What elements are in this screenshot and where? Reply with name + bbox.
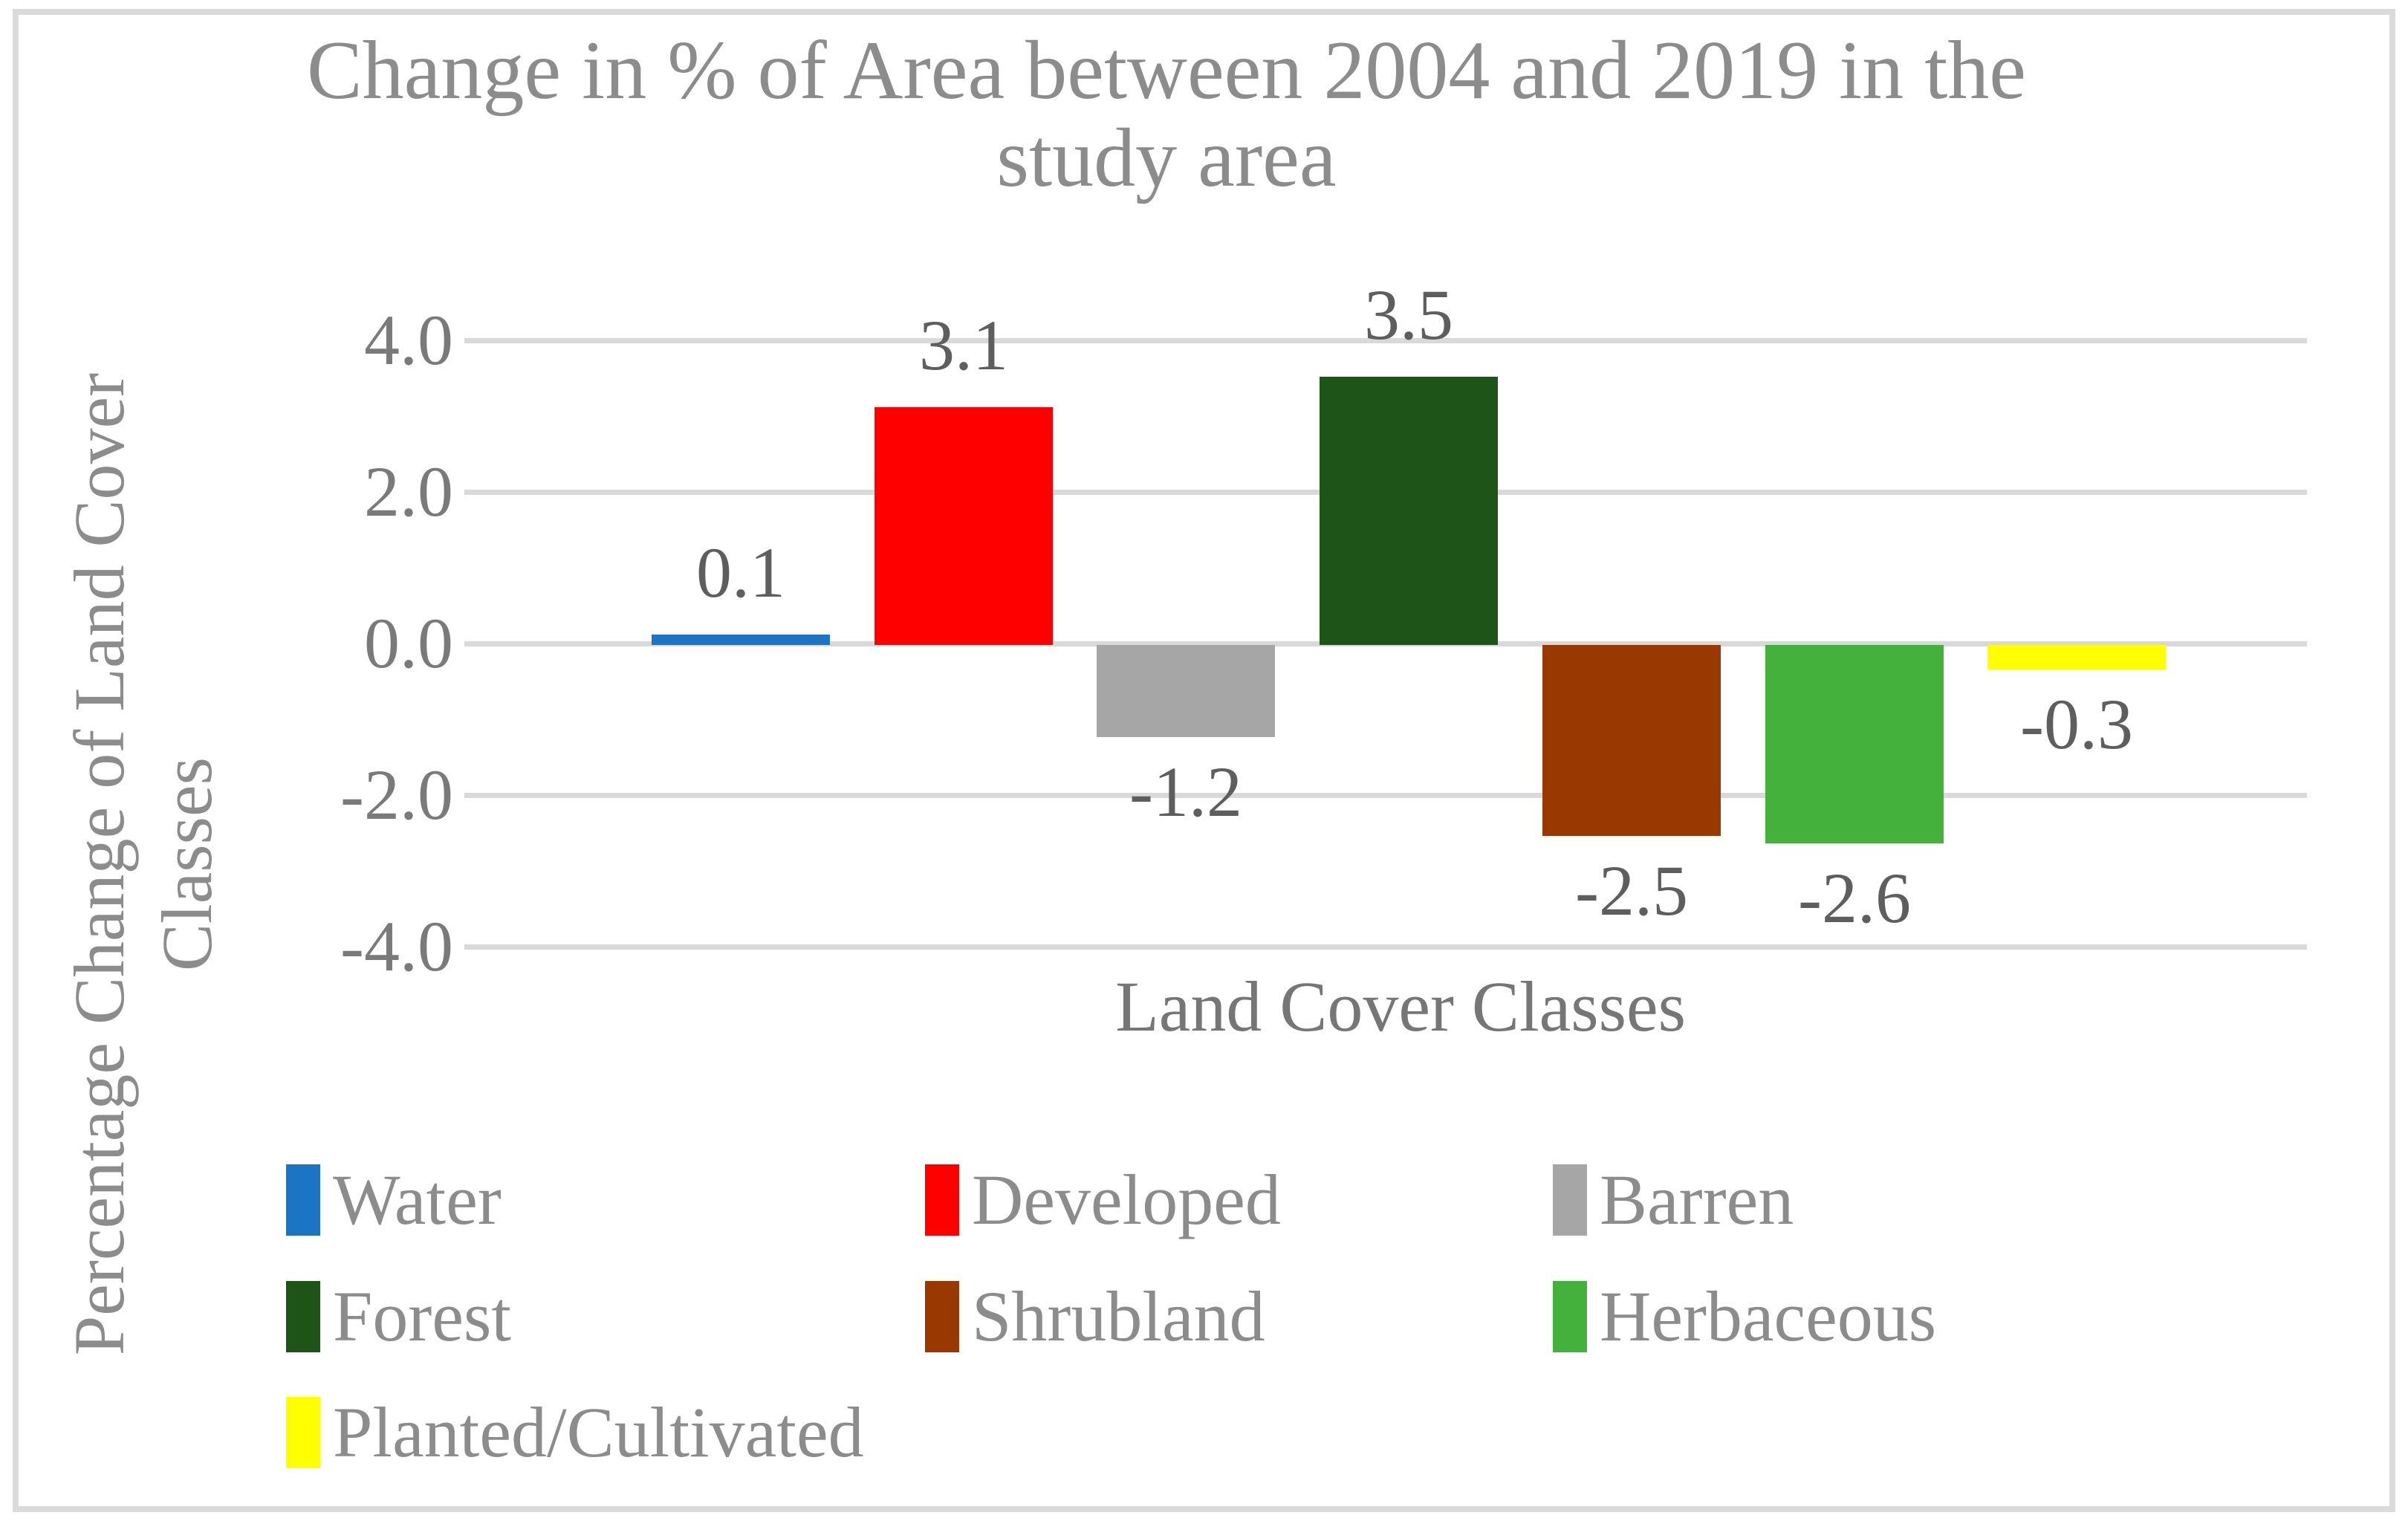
gridline-4.0 [464, 338, 2307, 343]
bar-label-developed: 3.1 [919, 305, 1008, 385]
bar-barren [1097, 645, 1275, 737]
bar-water [652, 635, 830, 645]
legend-swatch-planted-cultivated [286, 1397, 320, 1468]
legend-label-herbaceous: Herbaceous [1600, 1277, 1937, 1356]
legend-swatch-herbaceous [1553, 1281, 1587, 1352]
chart-title-line2: study area [996, 112, 1337, 204]
legend-label-developed: Developed [972, 1160, 1281, 1239]
legend-label-planted-cultivated: Planted/Cultivated [333, 1392, 864, 1472]
legend-swatch-water [286, 1164, 320, 1236]
gridline--2.0 [464, 793, 2307, 798]
y-tick-label--2.0: -2.0 [340, 755, 453, 834]
bar-developed [874, 407, 1053, 645]
bar-label-barren: -1.2 [1129, 752, 1242, 831]
y-tick-label-4.0: 4.0 [364, 300, 453, 380]
bar-label-planted-cultivated: -0.3 [2020, 684, 2133, 764]
chart-title-line1: Change in % of Area between 2004 and 201… [306, 25, 2027, 117]
bar-shrubland [1542, 645, 1721, 836]
bar-label-forest: 3.5 [1364, 275, 1453, 354]
y-tick-label--4.0: -4.0 [340, 907, 453, 986]
legend-label-barren: Barren [1600, 1160, 1794, 1239]
bar-herbaceous [1765, 645, 1944, 843]
y-axis-title: Percentage Change of Land Cover Classes [56, 233, 234, 1496]
chart-title: Change in % of Area between 2004 and 201… [0, 27, 2333, 202]
y-tick-label-0.0: 0.0 [364, 603, 453, 683]
legend-swatch-shrubland [925, 1281, 959, 1352]
legend-label-water: Water [333, 1160, 502, 1239]
x-axis-title: Land Cover Classes [1115, 967, 1686, 1046]
legend-label-shrubland: Shrubland [972, 1277, 1265, 1356]
legend-swatch-barren [1553, 1164, 1587, 1236]
legend-swatch-forest [286, 1281, 320, 1352]
y-axis-title-line2: Classes [147, 757, 227, 971]
legend-swatch-developed [925, 1164, 959, 1236]
bar-planted-cultivated [1987, 645, 2166, 669]
legend-label-forest: Forest [333, 1277, 511, 1356]
gridline--4.0 [464, 944, 2307, 950]
bar-label-shrubland: -2.5 [1575, 851, 1688, 930]
bar-label-water: 0.1 [696, 533, 785, 612]
y-axis-title-line1: Percentage Change of Land Cover [59, 372, 139, 1356]
y-tick-label-2.0: 2.0 [364, 452, 453, 531]
bar-forest [1320, 377, 1498, 645]
chart-border [13, 9, 2395, 1512]
bar-label-herbaceous: -2.6 [1798, 858, 1911, 938]
